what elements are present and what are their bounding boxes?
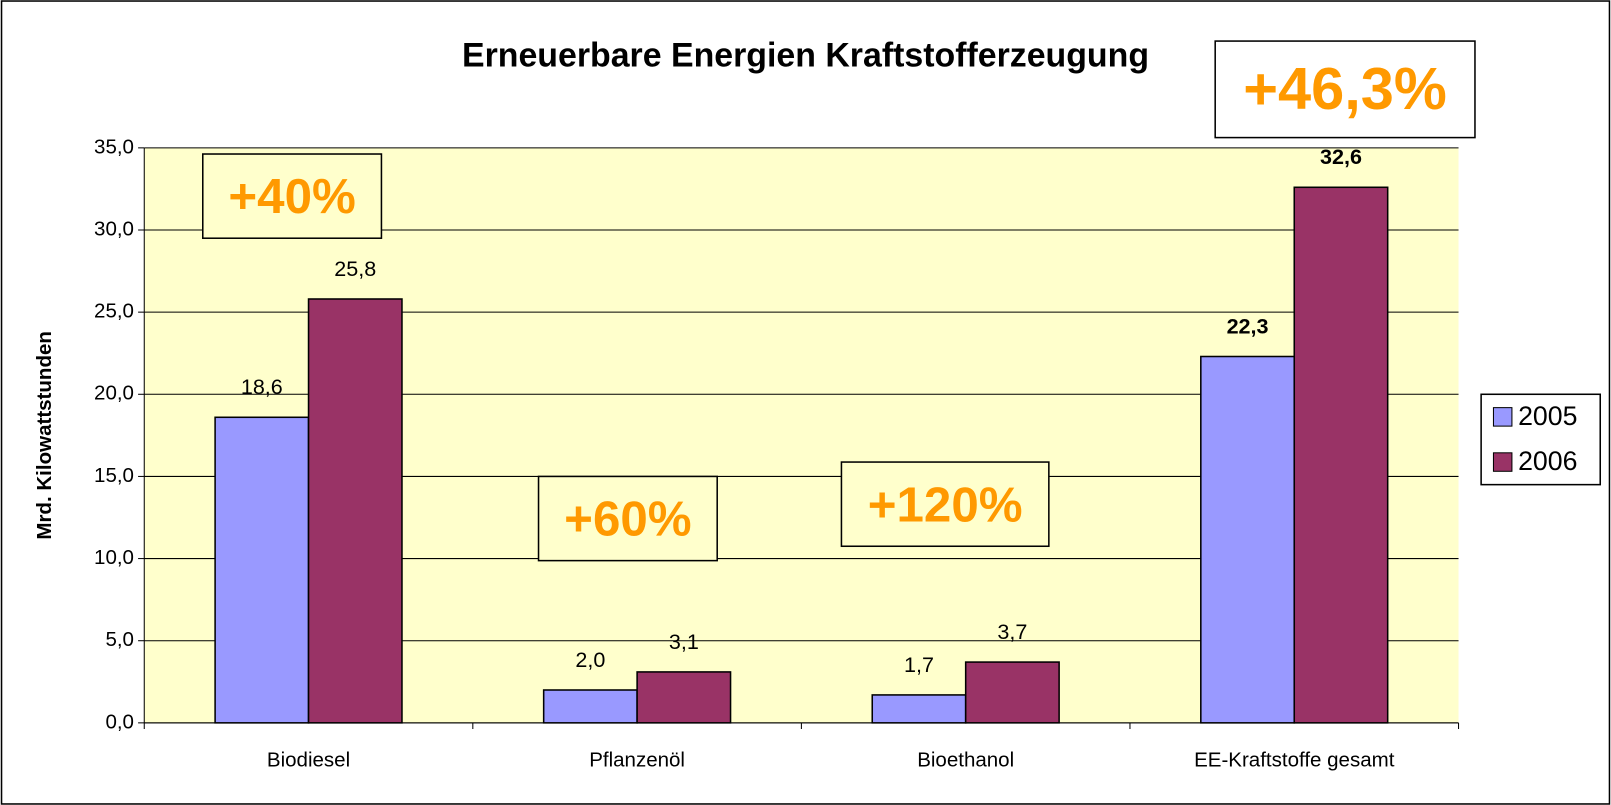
y-tick-label: 25,0	[94, 300, 134, 323]
legend-label: 2006	[1518, 446, 1577, 476]
x-tick-label: Biodiesel	[267, 748, 350, 771]
bar	[1200, 355, 1296, 724]
legend-swatch	[1492, 407, 1513, 427]
annotation-box	[202, 153, 383, 239]
bar	[1293, 186, 1389, 724]
y-tick-label: 30,0	[94, 217, 134, 240]
x-tick-label: Bioethanol	[917, 748, 1014, 771]
value-label: 22,3	[1227, 313, 1269, 338]
y-tick-label: 10,0	[94, 546, 134, 569]
y-tick-label: 35,0	[94, 135, 134, 158]
y-tick-label: 20,0	[94, 382, 134, 405]
bar	[542, 689, 638, 724]
annotation: +60%	[564, 492, 691, 547]
value-label: 32,6	[1320, 144, 1362, 169]
legend-swatch	[1492, 452, 1513, 472]
value-label: 1,7	[904, 652, 934, 677]
y-tick-label: 15,0	[94, 464, 134, 487]
y-axis-label: Mrd. Kilowattstunden	[33, 331, 56, 540]
annotation-box	[840, 461, 1050, 548]
bar	[871, 694, 967, 724]
annotation: +40%	[228, 169, 355, 224]
annotation: +120%	[868, 477, 1023, 532]
bar	[636, 671, 732, 724]
x-tick-label: Pflanzenöl	[589, 748, 685, 771]
bar	[307, 298, 403, 724]
x-tick-label: EE-Kraftstoffe gesamt	[1194, 748, 1395, 771]
annotation-box	[1214, 40, 1476, 139]
value-label: 3,1	[669, 629, 699, 654]
value-label: 2,0	[575, 647, 605, 672]
value-label: 3,7	[997, 619, 1027, 644]
value-label: 25,8	[334, 256, 376, 281]
y-tick-label: 5,0	[105, 628, 134, 651]
legend-label: 2005	[1518, 401, 1577, 431]
y-tick-label: 0,0	[105, 710, 134, 733]
chart-title: Erneuerbare Energien Kraftstofferzeugung	[462, 36, 1149, 74]
bar	[964, 661, 1060, 724]
annotation-box	[537, 475, 718, 562]
annotation: +46,3%	[1243, 55, 1447, 122]
bar	[214, 416, 310, 724]
value-label: 18,6	[241, 374, 283, 399]
